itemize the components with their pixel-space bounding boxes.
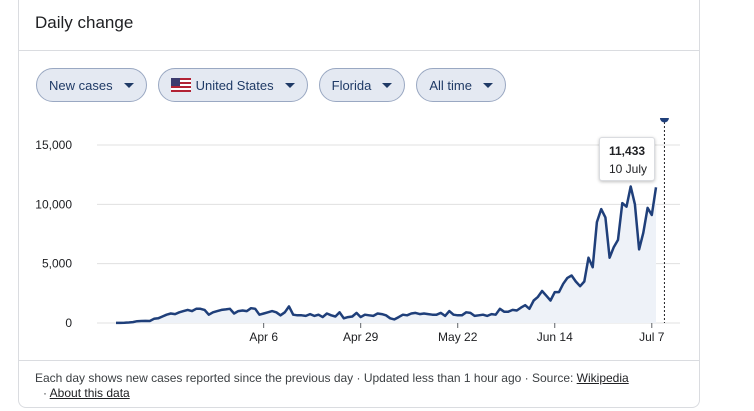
daily-change-card: Daily change New cases United States Flo… bbox=[18, 0, 700, 408]
tooltip-value: 11,433 bbox=[609, 144, 646, 158]
series-line bbox=[116, 185, 658, 325]
card-title: Daily change bbox=[35, 13, 134, 32]
country-dropdown[interactable]: United States bbox=[157, 68, 308, 102]
header-divider bbox=[19, 50, 699, 51]
metric-dropdown[interactable]: New cases bbox=[36, 68, 147, 102]
x-tick-label: Apr 29 bbox=[343, 330, 379, 344]
region-dropdown[interactable]: Florida bbox=[318, 68, 406, 102]
highlight-point bbox=[659, 118, 669, 123]
metric-dropdown-label: New cases bbox=[49, 77, 113, 93]
chart-footer: Each day shows new cases reported since … bbox=[35, 371, 685, 401]
y-tick-label: 10,000 bbox=[35, 197, 72, 211]
about-this-data-link[interactable]: About this data bbox=[49, 386, 130, 400]
tooltip-date: 10 July bbox=[609, 162, 648, 176]
y-tick-label: 0 bbox=[65, 316, 72, 330]
region-dropdown-label: Florida bbox=[331, 77, 372, 93]
x-tick-label: Jun 14 bbox=[537, 330, 573, 344]
footer-separator: · bbox=[43, 386, 47, 400]
daily-change-chart[interactable]: 0 5,000 10,000 15,000 Apr 6 Apr 29 May 22 Jun 1… bbox=[19, 118, 701, 354]
caret-down-icon bbox=[483, 82, 493, 88]
y-tick-label: 5,000 bbox=[42, 257, 72, 271]
time-range-dropdown[interactable]: All time bbox=[416, 68, 506, 102]
filter-bar: New cases United States Florida All time bbox=[36, 68, 506, 102]
time-range-dropdown-label: All time bbox=[429, 77, 472, 93]
footer-note: Each day shows new cases reported since … bbox=[35, 371, 529, 385]
country-dropdown-label: United States bbox=[195, 77, 274, 93]
x-tick-label: Jul 7 bbox=[639, 330, 665, 344]
x-tick-label: Apr 6 bbox=[249, 330, 278, 344]
wikipedia-source-link[interactable]: Wikipedia bbox=[576, 371, 629, 385]
caret-down-icon bbox=[382, 82, 393, 88]
x-tick-label: May 22 bbox=[438, 330, 478, 344]
chart-tooltip: 11,433 10 July bbox=[599, 137, 655, 181]
caret-down-icon bbox=[123, 82, 134, 88]
footer-divider bbox=[19, 360, 699, 361]
caret-down-icon bbox=[284, 82, 295, 88]
y-tick-label: 15,000 bbox=[35, 138, 72, 152]
us-flag-icon bbox=[170, 78, 191, 92]
series-area bbox=[116, 186, 656, 323]
source-prefix: Source: bbox=[531, 371, 574, 385]
